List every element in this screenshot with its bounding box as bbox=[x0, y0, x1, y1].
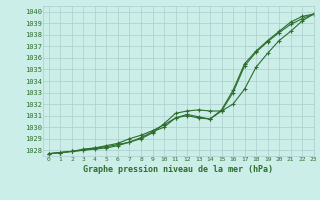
X-axis label: Graphe pression niveau de la mer (hPa): Graphe pression niveau de la mer (hPa) bbox=[84, 165, 273, 174]
